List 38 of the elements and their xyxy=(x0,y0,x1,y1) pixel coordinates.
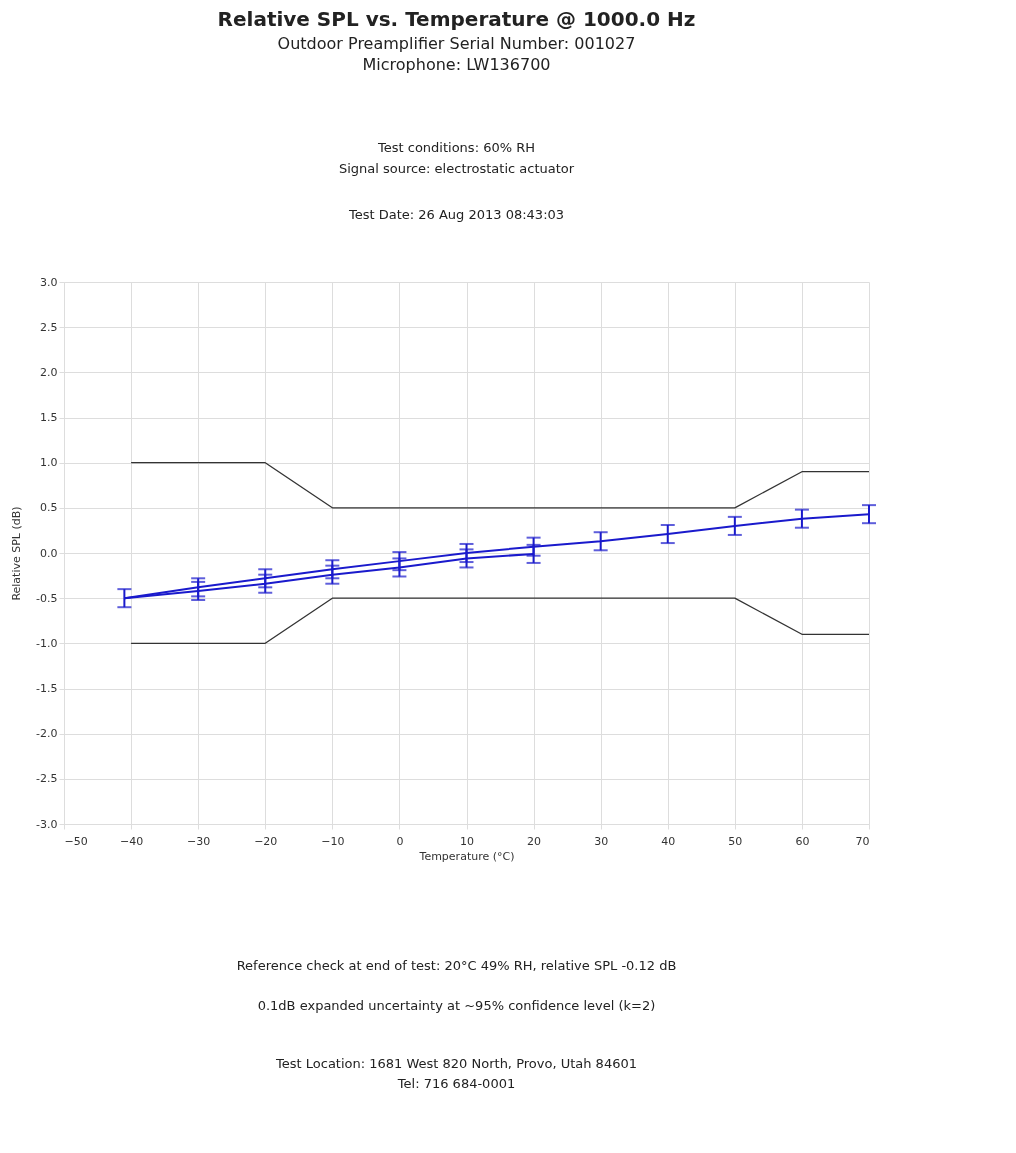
x-tick-label: 10 xyxy=(460,834,474,848)
x-tick-label: 50 xyxy=(728,834,743,848)
text: Test conditions: 60% RH xyxy=(377,140,535,155)
y-tick-label: 2.5 xyxy=(40,320,58,334)
x-tick-label: 70 xyxy=(855,834,870,848)
x-tick-label: 40 xyxy=(661,834,676,848)
y-tick-label: 0.5 xyxy=(40,501,58,515)
y-tick-label: 3.0 xyxy=(40,275,58,289)
text: Test Location: 1681 West 820 North, Provo, Utah 84601 xyxy=(275,1056,637,1071)
x-tick-label: −50 xyxy=(64,834,88,848)
chart-title: Relative SPL vs. Temperature @ 1000.0 Hz xyxy=(217,7,696,31)
y-tick-label: -0.5 xyxy=(36,591,58,605)
x-tick-label: 20 xyxy=(527,834,542,848)
x-tick-label: −30 xyxy=(187,834,211,848)
y-tick-label: 0.0 xyxy=(40,546,58,560)
x-tick-label: −20 xyxy=(254,834,278,848)
text: Test Date: 26 Aug 2013 08:43:03 xyxy=(347,207,565,222)
x-tick-label: −40 xyxy=(119,834,144,848)
y-tick-label: 1.5 xyxy=(40,411,58,424)
text: Microphone: LW136700 xyxy=(362,55,551,74)
x-tick-label: 30 xyxy=(594,834,609,848)
y-tick-label: 1.0 xyxy=(40,456,58,470)
y-tick-label: -2.5 xyxy=(36,772,58,786)
text: 0.1dB expanded uncertainty at ~95% confidence level (k=2) xyxy=(257,998,656,1013)
y-axis-title: Relative SPL (dB) xyxy=(10,506,24,601)
y-tick-label: -1.5 xyxy=(36,682,58,695)
y-tick-label: -2.0 xyxy=(36,727,58,741)
text: Reference check at end of test: 20°C 49% RH, relative SPL -0.12 dB xyxy=(236,958,677,973)
text: Tel: 716 684-0001 xyxy=(396,1076,516,1091)
y-tick-label: 2.0 xyxy=(40,365,58,379)
text: Signal source: electrostatic actuator xyxy=(338,161,575,176)
y-tick-label: -3.0 xyxy=(36,817,58,831)
y-tick-label: -1.0 xyxy=(36,636,58,650)
x-axis-title: Temperature (°C) xyxy=(418,849,515,863)
x-tick-label: −10 xyxy=(321,834,345,848)
x-tick-label: 60 xyxy=(795,834,810,848)
x-tick-label: 0 xyxy=(396,834,404,848)
text: Outdoor Preamplifier Serial Number: 001027 xyxy=(277,34,636,53)
